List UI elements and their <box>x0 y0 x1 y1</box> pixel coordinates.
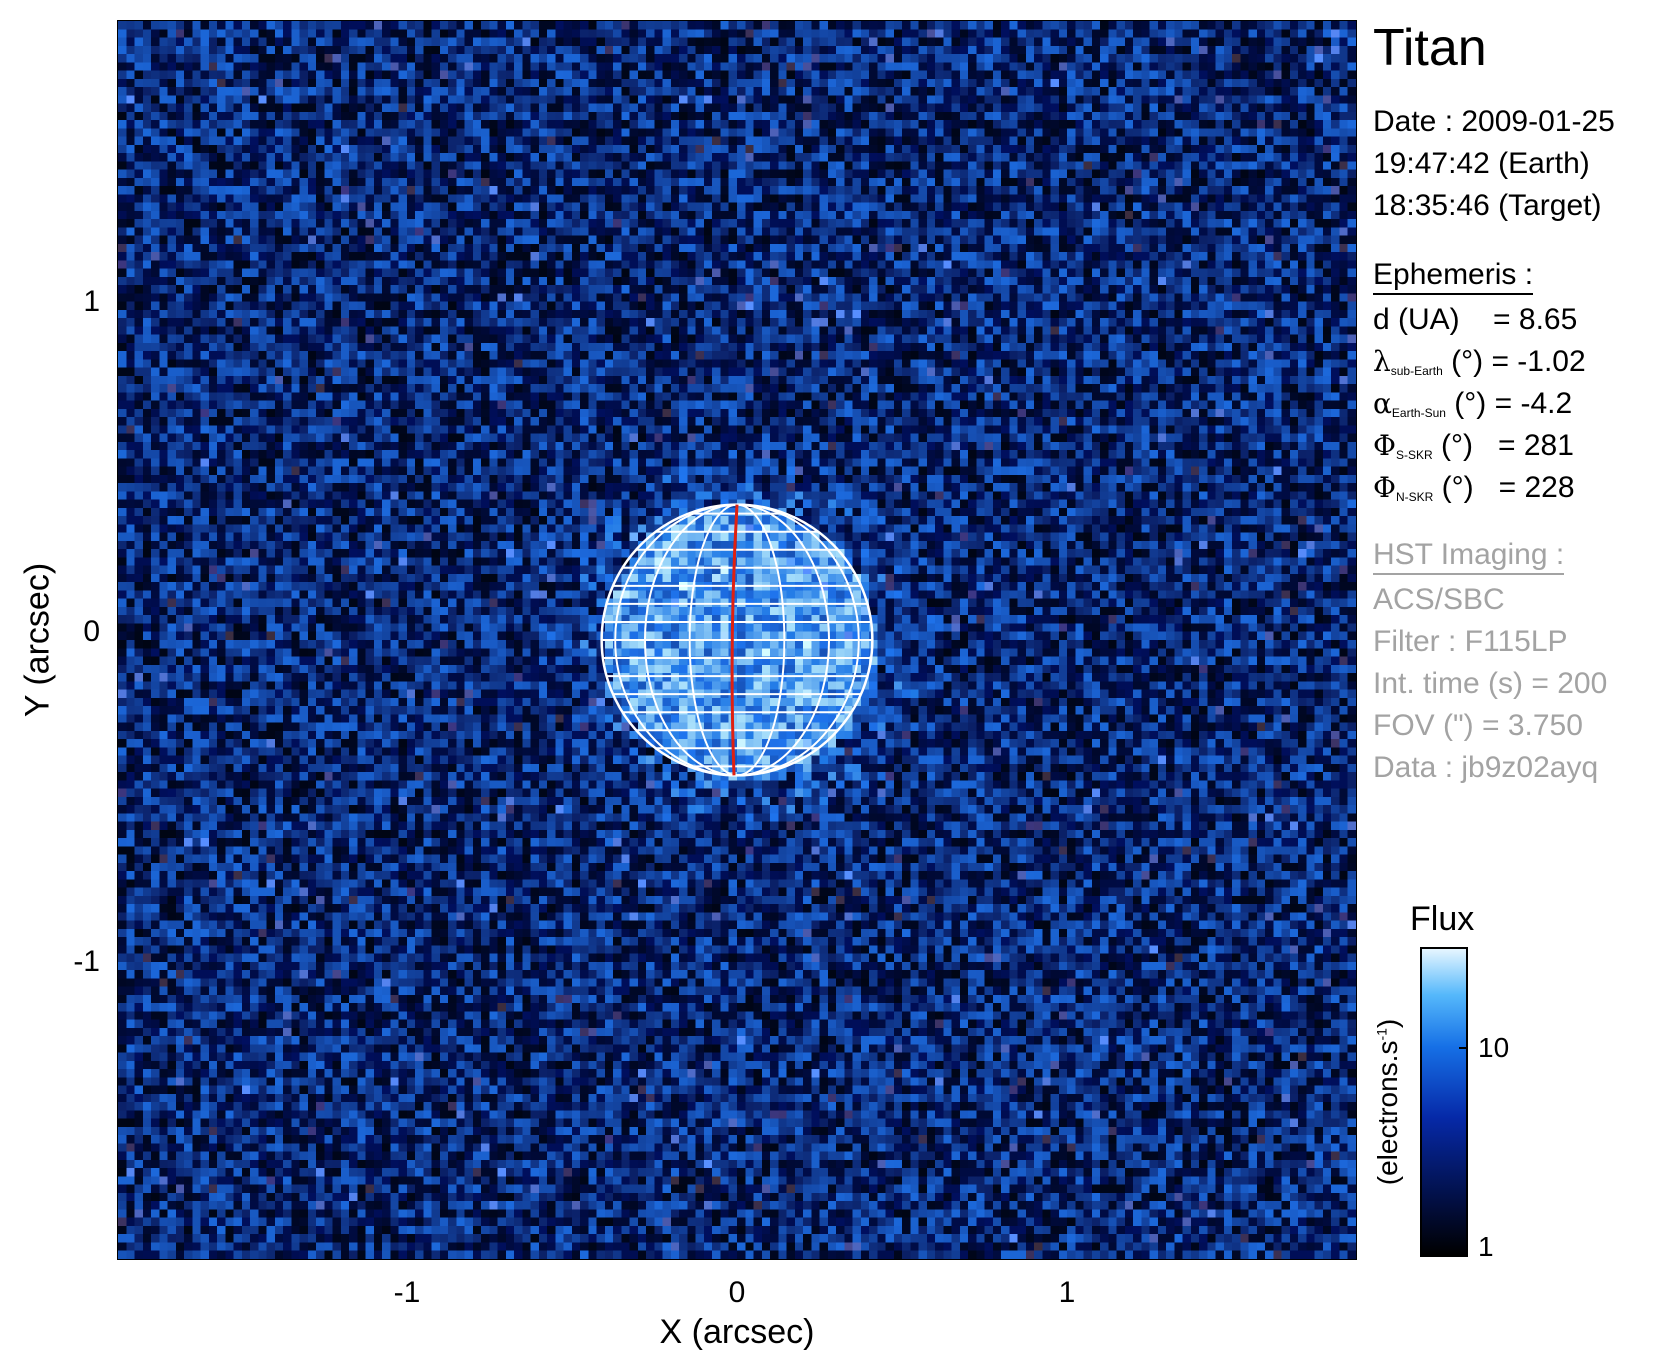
ephemeris-header: Ephemeris : <box>1373 258 1534 295</box>
date-line: Date : 2009-01-25 <box>1373 105 1615 138</box>
central-meridian-line <box>730 504 739 776</box>
n-skr-phase-row: ΦN-SKR (°) = 228 <box>1373 471 1575 504</box>
colorbar-tick-mark <box>1459 1047 1468 1049</box>
y-axis-title: Y (arcsec) <box>18 562 57 718</box>
y-tick-label: 1 <box>83 285 100 318</box>
colorbar-unit-label: (electrons.s-1) <box>1372 1018 1403 1186</box>
hst-instrument: ACS/SBC <box>1373 583 1505 616</box>
x-axis-title: X (arcsec) <box>659 1313 815 1351</box>
x-tick-label: -1 <box>393 1276 421 1309</box>
x-tick-label: 0 <box>728 1276 746 1309</box>
target-time-line: 18:35:46 (Target) <box>1373 189 1602 222</box>
earth-sun-angle-row: αEarth-Sun (°) = -4.2 <box>1373 387 1573 420</box>
hst-fov: FOV (") = 3.750 <box>1373 709 1583 742</box>
planet-grid-overlay <box>600 503 874 777</box>
sub-earth-longitude-row: λsub-Earth (°) = -1.02 <box>1373 345 1586 378</box>
panel-title: Titan <box>1373 19 1487 77</box>
colorbar <box>1420 947 1468 1257</box>
earth-time-line: 19:47:42 (Earth) <box>1373 147 1590 180</box>
x-tick-label: 1 <box>1058 1276 1076 1309</box>
s-skr-phase-row: ΦS-SKR (°) = 281 <box>1373 429 1574 462</box>
colorbar-title: Flux <box>1410 900 1475 938</box>
colorbar-tick-label: 1 <box>1478 1231 1494 1262</box>
distance-row: d (UA) = 8.65 <box>1373 303 1578 336</box>
colorbar-tick-label: 10 <box>1478 1032 1510 1063</box>
hst-header: HST Imaging : <box>1373 538 1565 575</box>
hst-data-id: Data : jb9z02ayq <box>1373 751 1599 784</box>
hst-filter: Filter : F115LP <box>1373 625 1568 658</box>
hst-int-time: Int. time (s) = 200 <box>1373 667 1608 700</box>
image-plot-area <box>117 20 1357 1260</box>
y-tick-label: -1 <box>73 945 100 978</box>
y-tick-label: 0 <box>83 615 100 648</box>
